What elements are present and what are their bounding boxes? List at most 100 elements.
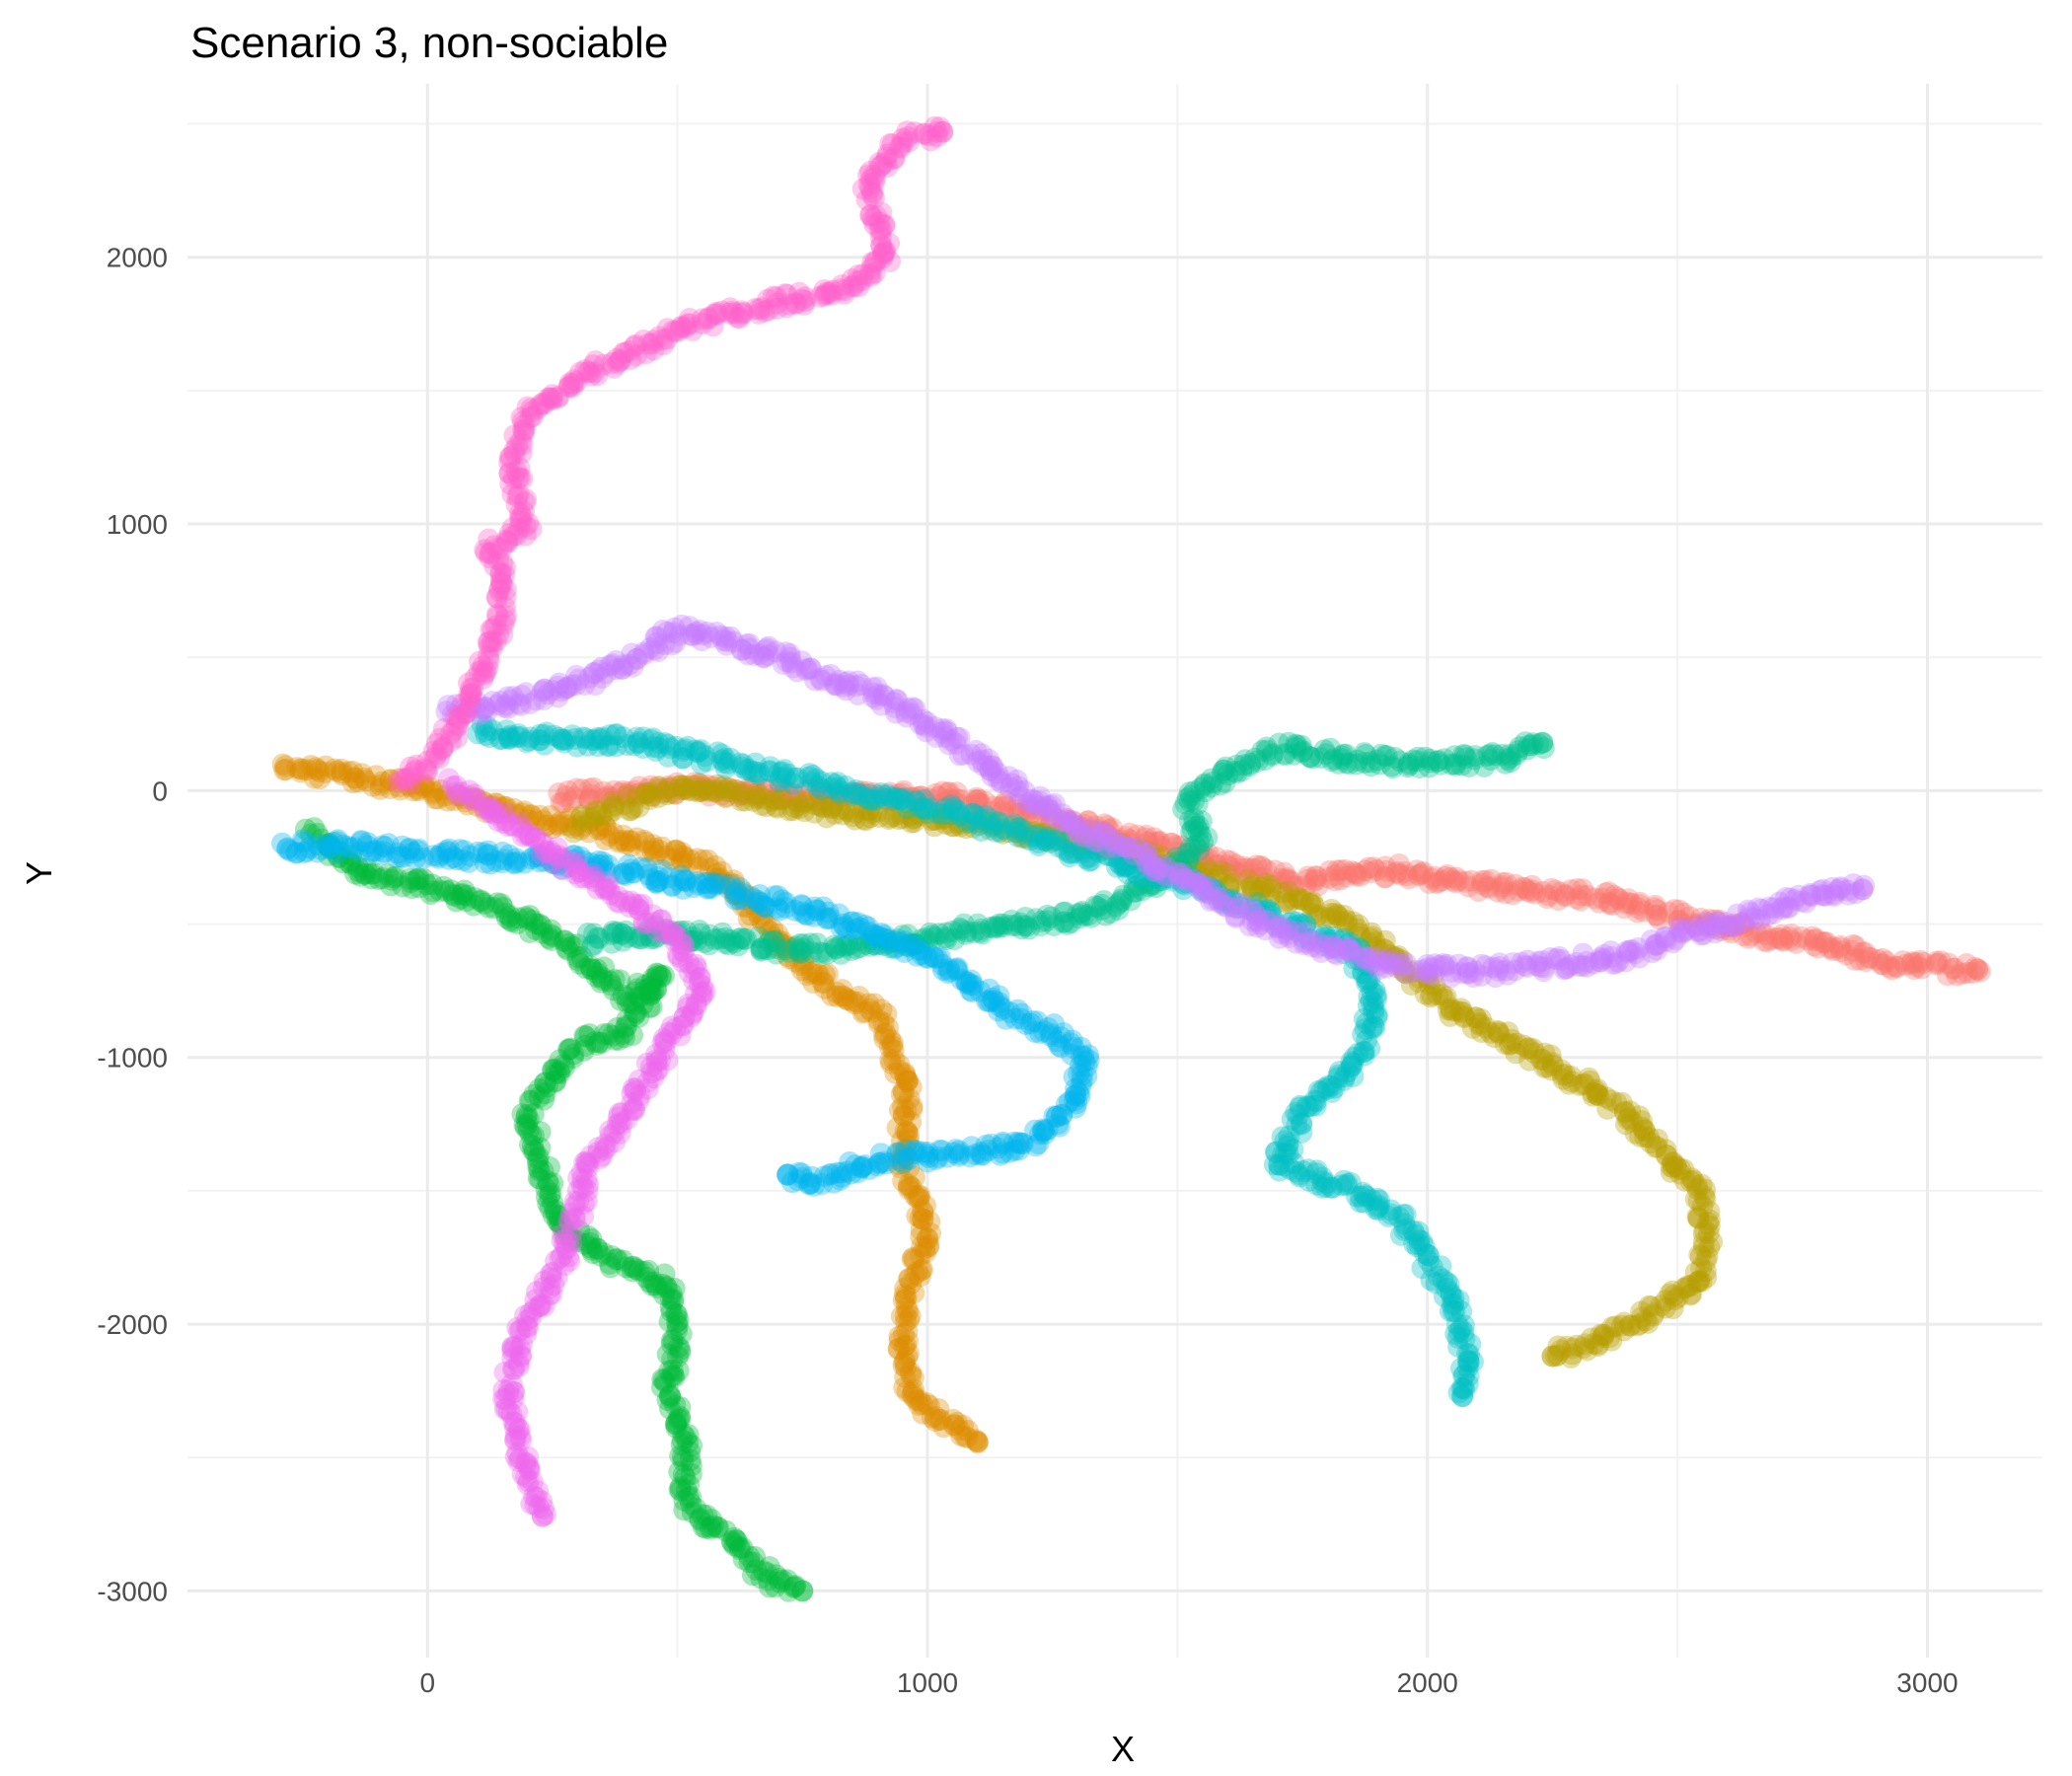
data-point — [1936, 964, 1959, 987]
data-point — [807, 794, 830, 817]
data-point — [337, 761, 360, 783]
data-point — [443, 789, 466, 812]
data-point — [582, 777, 605, 799]
data-point — [858, 799, 881, 821]
data-point — [291, 758, 314, 780]
data-point — [655, 1277, 678, 1299]
data-point — [289, 761, 312, 783]
data-point — [1665, 1155, 1687, 1178]
data-point — [1619, 1314, 1642, 1337]
data-point — [906, 785, 928, 808]
data-point — [1668, 1162, 1691, 1185]
data-point — [329, 846, 351, 868]
data-point — [1591, 887, 1613, 910]
data-point — [515, 1104, 538, 1126]
data-point — [710, 783, 733, 806]
data-point — [791, 1580, 814, 1602]
data-point — [879, 1049, 902, 1072]
data-point — [914, 1241, 936, 1264]
data-point — [656, 1388, 679, 1411]
data-point — [1110, 829, 1132, 851]
data-point — [654, 1275, 677, 1297]
data-point — [1851, 878, 1874, 901]
data-point — [620, 799, 642, 822]
data-point — [540, 929, 562, 951]
data-point — [908, 1187, 930, 1210]
data-point — [1633, 1119, 1656, 1142]
data-point — [722, 869, 745, 892]
data-point — [846, 991, 868, 1013]
data-point — [493, 795, 515, 818]
data-point — [1216, 862, 1238, 885]
data-point — [642, 980, 665, 1002]
data-point — [1166, 841, 1189, 863]
data-point — [521, 909, 544, 931]
data-point — [1679, 1284, 1701, 1306]
data-point — [421, 873, 444, 896]
data-point — [1894, 953, 1917, 976]
data-point — [669, 1405, 691, 1428]
data-point — [938, 788, 961, 811]
data-point — [1273, 861, 1295, 884]
y-tick-label: -3000 — [97, 1576, 168, 1606]
data-point — [634, 831, 656, 853]
data-point — [1087, 835, 1110, 857]
data-point — [769, 777, 791, 799]
data-point — [1670, 913, 1693, 935]
data-point — [1474, 869, 1497, 892]
data-point — [511, 1103, 534, 1126]
data-point — [658, 777, 681, 799]
data-point — [641, 784, 663, 807]
data-point — [1628, 1105, 1651, 1128]
data-point — [1011, 826, 1034, 849]
data-point — [419, 777, 442, 799]
data-point — [890, 1083, 913, 1106]
data-point — [1150, 846, 1173, 868]
data-point — [1629, 1125, 1652, 1147]
data-point — [688, 855, 710, 878]
data-point — [790, 959, 813, 982]
data-point — [737, 908, 760, 930]
data-point — [306, 822, 329, 845]
data-point — [1687, 1207, 1710, 1229]
data-point — [341, 760, 364, 782]
data-point — [1221, 859, 1244, 882]
data-point — [1101, 828, 1124, 851]
data-point — [653, 1263, 676, 1286]
data-point — [578, 788, 601, 811]
data-point — [878, 808, 900, 831]
data-point — [936, 781, 959, 804]
data-point — [566, 933, 589, 956]
data-point — [620, 992, 642, 1014]
data-point — [1667, 910, 1690, 932]
data-point — [746, 901, 769, 924]
data-point — [882, 1039, 905, 1062]
data-point — [896, 1070, 919, 1092]
data-point — [1672, 1277, 1695, 1299]
data-point — [909, 785, 931, 808]
data-point — [1306, 874, 1329, 897]
data-point — [890, 1130, 913, 1152]
data-point — [548, 1205, 570, 1227]
data-point — [563, 786, 586, 809]
data-point — [527, 1156, 550, 1179]
data-point — [1449, 998, 1472, 1020]
data-point — [1711, 917, 1734, 939]
data-point — [460, 785, 482, 808]
data-point — [570, 778, 593, 800]
data-point — [814, 977, 837, 999]
data-point — [1627, 897, 1650, 920]
data-point — [1579, 1070, 1601, 1092]
data-point — [893, 1104, 915, 1127]
data-point — [887, 1153, 910, 1175]
data-point — [1324, 864, 1347, 887]
data-point — [1925, 953, 1948, 976]
data-point — [1830, 940, 1853, 963]
data-point — [725, 778, 748, 801]
data-point — [544, 1070, 566, 1092]
data-point — [919, 1211, 941, 1233]
data-point — [612, 1249, 634, 1272]
data-point — [581, 810, 604, 833]
data-point — [715, 784, 738, 807]
